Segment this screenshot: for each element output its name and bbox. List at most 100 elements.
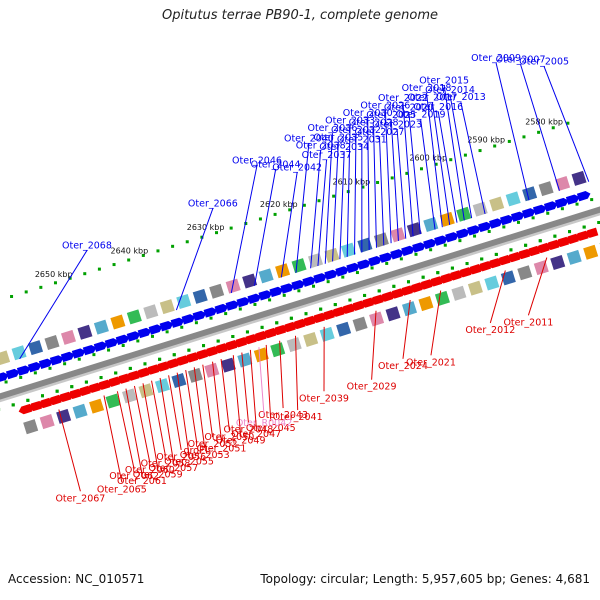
tick-mark bbox=[575, 202, 579, 206]
plus-gene-label[interactable]: Oter_2032 bbox=[331, 125, 381, 136]
cog-category-box bbox=[451, 285, 467, 301]
plus-gene-label[interactable]: Oter_2009 bbox=[471, 53, 521, 64]
plus-gene-label[interactable]: Oter_2031 bbox=[337, 135, 387, 146]
minus-gene-label[interactable]: groEL bbox=[183, 445, 211, 456]
plus-gene-label[interactable]: Oter_2046 bbox=[232, 156, 282, 167]
plus-gene-label[interactable]: Oter_2023 bbox=[372, 120, 422, 131]
plus-gene-label[interactable]: Oter_2018 bbox=[402, 83, 452, 94]
minus-gene-leader-line bbox=[193, 367, 206, 449]
tick-mark bbox=[494, 252, 498, 256]
minus-gene-label[interactable]: Oter_2048 bbox=[223, 424, 273, 435]
minus-strand-gene-arrow bbox=[57, 391, 72, 403]
minus-gene-label[interactable]: Oter_2041 bbox=[273, 412, 323, 423]
cog-category-box bbox=[583, 244, 599, 260]
tick-mark bbox=[84, 380, 88, 384]
minus-strand-gene-arrow bbox=[321, 309, 335, 320]
minus-strand-gene-arrow bbox=[467, 264, 482, 275]
minus-gene-label[interactable]: Oter_2060 bbox=[125, 465, 175, 476]
minus-strand-gene-arrow bbox=[389, 288, 404, 299]
plus-gene-leader-line bbox=[460, 102, 486, 215]
cog-category-box bbox=[566, 249, 582, 265]
plus-strand-gene-arrow bbox=[148, 324, 163, 335]
plus-strand-gene-arrow bbox=[104, 338, 119, 349]
minus-gene-label[interactable]: Oter_2056 bbox=[156, 452, 206, 463]
minus-gene-label[interactable]: Oter_2051 bbox=[197, 443, 247, 454]
minus-gene-label[interactable]: Oter_2021 bbox=[406, 357, 456, 368]
minus-gene-label[interactable]: Oter_2049 bbox=[216, 436, 266, 447]
tick-mark bbox=[70, 385, 74, 389]
plus-strand-gene-arrow bbox=[214, 303, 229, 315]
plus-strand-gene-arrow bbox=[379, 252, 393, 263]
minus-gene-label[interactable]: Oter_2053 bbox=[180, 450, 230, 461]
plus-gene-label[interactable]: Oter_2030 bbox=[343, 108, 393, 119]
tick-mark bbox=[171, 244, 175, 248]
plus-gene-label[interactable]: Oter_2068 bbox=[62, 240, 112, 251]
tick-mark bbox=[319, 307, 323, 311]
plus-gene-label[interactable]: Oter_2042 bbox=[272, 162, 322, 173]
tick-mark bbox=[560, 207, 564, 211]
minus-gene-label[interactable]: Oter_2043 bbox=[258, 410, 308, 421]
plus-gene-label[interactable]: Oter_2017 bbox=[407, 92, 457, 103]
cog-category-box bbox=[324, 247, 340, 263]
minus-strand-gene-arrow bbox=[135, 367, 150, 378]
plus-gene-label[interactable]: Oter_2066 bbox=[188, 198, 238, 209]
minus-gene-label[interactable]: Oter_2065 bbox=[97, 484, 147, 495]
tick-mark bbox=[245, 330, 249, 334]
cog-category-box bbox=[352, 316, 368, 332]
minus-gene-label[interactable]: Oter_2039 bbox=[299, 393, 349, 404]
tick-mark bbox=[509, 248, 513, 252]
minus-gene-label[interactable]: Oter_2055 bbox=[164, 457, 214, 468]
plus-gene-leader-line bbox=[280, 172, 298, 278]
minus-gene-label[interactable]: Oter_2058 bbox=[141, 458, 191, 469]
plus-gene-label[interactable]: Oter_2037 bbox=[302, 150, 352, 161]
plus-gene-label[interactable]: Oter_2026 bbox=[360, 101, 410, 112]
plus-gene-label[interactable]: Oter_2022 bbox=[378, 93, 428, 104]
minus-gene-label[interactable]: Oter_2057 bbox=[148, 463, 198, 474]
plus-gene-label[interactable]: Oter_2035 bbox=[313, 133, 363, 144]
minus-gene-label[interactable]: Oter_2024 bbox=[378, 361, 428, 372]
plus-gene-label[interactable]: Oter_2034 bbox=[319, 142, 369, 153]
minus-gene-label[interactable]: Oter_2045 bbox=[246, 423, 296, 434]
plus-strand-gene-arrow bbox=[500, 214, 514, 226]
plus-gene-label[interactable]: Oter_2025 bbox=[366, 110, 416, 121]
plus-gene-label[interactable]: Oter_2005 bbox=[519, 57, 569, 68]
plus-gene-label[interactable]: Oter_2040 bbox=[284, 133, 334, 144]
minus-gene-label[interactable]: Oter_2062 bbox=[109, 471, 159, 482]
plus-gene-label[interactable]: Oter_2038 bbox=[296, 140, 346, 151]
minus-strand-gene-arrow bbox=[350, 300, 365, 311]
plus-gene-leader-line bbox=[295, 143, 310, 273]
plus-gene-label[interactable]: Oter_2044 bbox=[251, 160, 301, 171]
minus-gene-label[interactable]: Oter_2029 bbox=[347, 382, 397, 393]
plus-gene-label[interactable]: Oter_2033 bbox=[325, 116, 375, 127]
plus-gene-label[interactable]: Oter_2020 bbox=[384, 102, 434, 113]
plus-gene-label[interactable]: Oter_2007 bbox=[496, 55, 546, 66]
minus-gene-label[interactable]: Oter_2061 bbox=[117, 476, 167, 487]
cog-category-box bbox=[39, 414, 55, 430]
plus-gene-leader-line bbox=[317, 159, 328, 267]
tick-mark bbox=[538, 239, 542, 243]
minus-strand-gene-arrow bbox=[457, 267, 472, 278]
tick-mark bbox=[194, 321, 198, 325]
minus-gene-label[interactable]: Oter_2012 bbox=[465, 325, 515, 336]
minus-gene-label[interactable]: Oter_2011 bbox=[503, 317, 553, 328]
minus-gene-label[interactable]: Oter_2067 bbox=[55, 493, 105, 504]
plus-gene-label[interactable]: Oter_2013 bbox=[436, 92, 486, 103]
plus-strand-gene-arrow bbox=[269, 286, 284, 298]
plus-gene-label[interactable]: Oter_2019 bbox=[396, 109, 446, 120]
plus-strand-gene-arrow bbox=[291, 279, 305, 291]
plus-gene-label[interactable]: Oter_2027 bbox=[355, 127, 405, 138]
minus-gene-label[interactable]: Oter_2052 bbox=[188, 439, 238, 450]
minus-gene-label[interactable]: Oter_2059 bbox=[133, 470, 183, 481]
plus-gene-label[interactable]: Oter_2015 bbox=[419, 75, 469, 86]
cog-category-box bbox=[533, 260, 549, 276]
plus-strand-gene-arrow bbox=[82, 344, 97, 356]
minus-strand-gene-arrow bbox=[399, 285, 413, 296]
plus-gene-label[interactable]: Oter_2028 bbox=[349, 118, 399, 129]
rna-gene-label[interactable]: Oter_R0042 bbox=[236, 418, 292, 429]
plus-gene-label[interactable]: Oter_2016 bbox=[413, 102, 463, 113]
minus-gene-label[interactable]: Oter_2047 bbox=[231, 429, 281, 440]
plus-gene-label[interactable]: Oter_2014 bbox=[425, 85, 475, 96]
plus-gene-label[interactable]: Oter_2036 bbox=[307, 123, 357, 134]
minus-gene-label[interactable]: Oter_2050 bbox=[204, 432, 254, 443]
tick-mark bbox=[399, 257, 403, 261]
